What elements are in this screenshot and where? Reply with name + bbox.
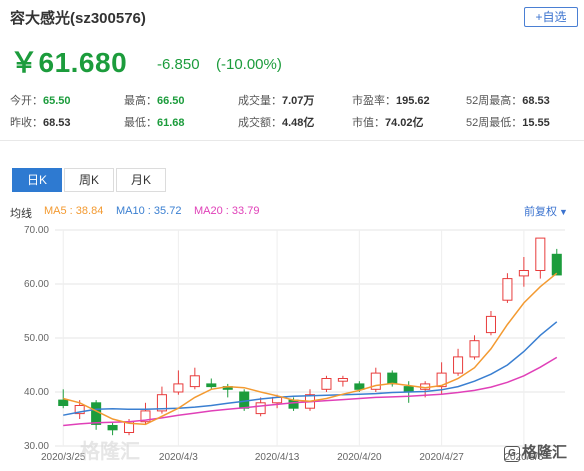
- y-tick-label: 70.00: [24, 225, 49, 236]
- adjust-dropdown[interactable]: 前复权 ▼: [524, 203, 568, 219]
- stat-52w-high: 52周最高：68.53: [466, 95, 550, 107]
- stat-volume: 成交量：7.07万: [238, 95, 315, 107]
- candle-up: [321, 378, 332, 390]
- candle-down: [387, 372, 398, 385]
- stat-low: 最低：61.68: [124, 117, 185, 129]
- candle-up: [189, 375, 200, 388]
- watermark-text-right: 格隆汇: [522, 444, 568, 461]
- candle-down: [91, 402, 102, 425]
- candle-up: [453, 356, 464, 374]
- tab-monthly-k[interactable]: 月K: [116, 168, 166, 192]
- price-change-percent: (-10.00%): [216, 56, 282, 73]
- stat-pe-ratio: 市盈率：195.62: [352, 95, 430, 107]
- candle-down: [206, 383, 217, 388]
- x-tick-label: 2020/5/6: [504, 452, 543, 463]
- candle-up: [469, 340, 480, 358]
- candle-up: [140, 410, 151, 423]
- candle-down: [551, 253, 562, 276]
- y-tick-label: 30.00: [24, 441, 49, 452]
- page-title: 容大感光(sz300576): [10, 10, 146, 27]
- add-watchlist-button[interactable]: +自选: [524, 7, 578, 27]
- candle-up: [502, 278, 513, 301]
- price-change: -6.850: [157, 56, 200, 73]
- watermark-logo: G 格隆汇: [504, 441, 567, 462]
- stat-prev-close: 昨收：68.53: [10, 117, 71, 129]
- candle-up: [156, 394, 167, 412]
- kline-chart[interactable]: 30.00 40.00 50.00 60.00 70.00 2020/3/25 2020/4…: [0, 218, 584, 471]
- x-tick-label: 2020/3/25: [41, 452, 86, 463]
- x-tick-label: 2020/4/27: [419, 452, 464, 463]
- divider: [0, 140, 584, 141]
- tab-weekly-k[interactable]: 周K: [64, 168, 114, 192]
- candle-up: [535, 237, 546, 272]
- gelonghui-logo-icon: G: [504, 446, 520, 462]
- ma10-line: [63, 321, 558, 416]
- legend-ma5: MA5 : 38.84: [44, 205, 104, 217]
- ma5-line: [63, 272, 558, 426]
- candle-down: [58, 399, 69, 407]
- candle-up: [337, 378, 348, 382]
- period-tabs: 日K 周K 月K: [12, 168, 168, 192]
- candle-up: [436, 372, 447, 388]
- y-tick-label: 40.00: [24, 387, 49, 398]
- legend-ma10: MA10 : 35.72: [116, 205, 182, 217]
- candle-up: [518, 270, 529, 277]
- stat-52w-low: 52周最低：15.55: [466, 117, 550, 129]
- y-tick-label: 60.00: [24, 279, 49, 290]
- stat-turnover: 成交额：4.48亿: [238, 117, 315, 129]
- legend-title: 均线: [10, 208, 32, 220]
- candle-up: [370, 372, 381, 390]
- candle-up: [255, 402, 266, 415]
- x-tick-label: 2020/4/20: [337, 452, 382, 463]
- legend-ma20: MA20 : 33.79: [194, 205, 260, 217]
- candle-down: [354, 383, 365, 390]
- current-price: ￥61.680: [10, 47, 128, 78]
- caret-down-icon: ▼: [559, 207, 568, 217]
- tab-daily-k[interactable]: 日K: [12, 168, 62, 192]
- candle-down: [107, 424, 118, 431]
- stat-open: 今开：65.50: [10, 95, 71, 107]
- adjust-label: 前复权: [524, 206, 557, 218]
- x-tick-label: 2020/4/13: [255, 452, 300, 463]
- candle-up: [74, 405, 85, 415]
- candle-up: [173, 383, 184, 393]
- candle-down: [288, 399, 299, 409]
- stat-market-cap: 市值：74.02亿: [352, 117, 424, 129]
- candle-up: [485, 315, 496, 334]
- y-tick-label: 50.00: [24, 333, 49, 344]
- x-tick-label: 2020/4/3: [159, 452, 198, 463]
- stat-high: 最高：66.50: [124, 95, 185, 107]
